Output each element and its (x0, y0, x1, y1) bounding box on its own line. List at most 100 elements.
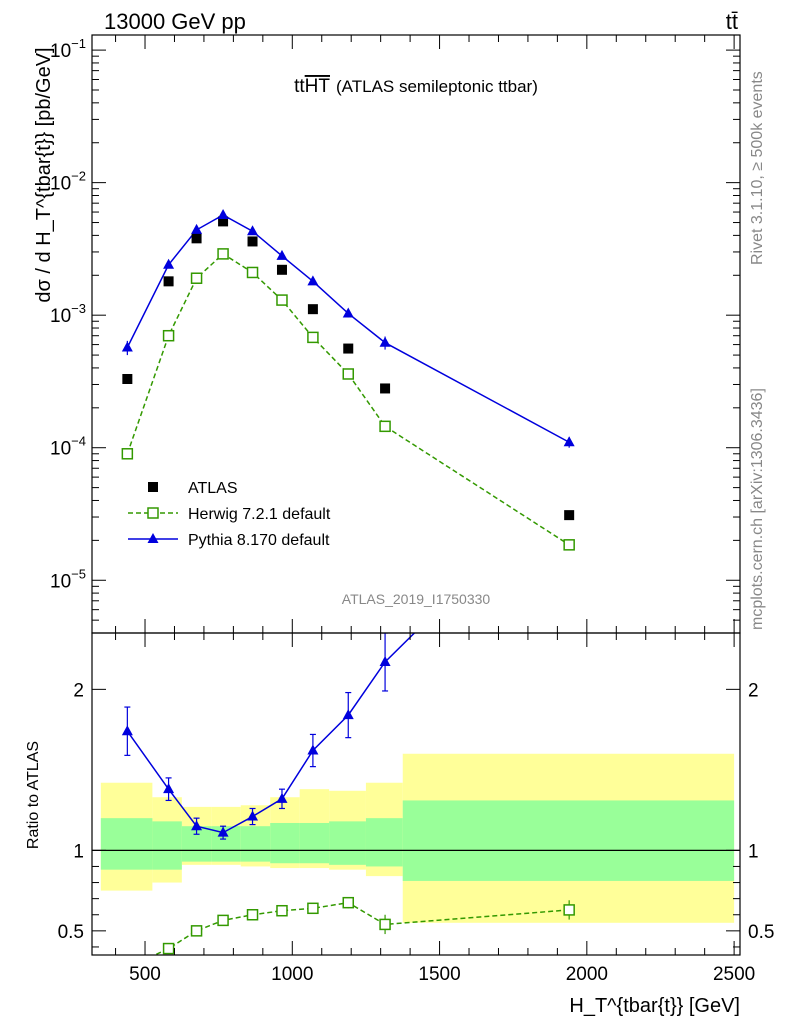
atlas-point (218, 216, 229, 227)
ratio-herwig-point (563, 904, 575, 916)
main-y-tick-label: 10−4 (50, 434, 86, 460)
ratio-herwig-point (276, 904, 288, 917)
atlas-point (307, 304, 318, 315)
ratio-plot: 500 1000 1500 2000 2500 0.5 0.5 1 1 2 2 Ratio to A… (25, 632, 774, 1017)
ratio-plot-content (92, 633, 740, 955)
herwig-point (307, 331, 319, 344)
ratio-pythia-point (217, 826, 229, 837)
ratio-pythia-point (379, 655, 391, 666)
tick-exponent: −3 (71, 301, 86, 316)
pythia-point (276, 249, 288, 260)
herwig-point (190, 272, 203, 284)
atlas-point (122, 373, 133, 384)
ratio-y-tick-label-left: 2 (73, 680, 84, 701)
ratio-herwig-point (342, 896, 355, 909)
pythia-line (126, 214, 570, 443)
main-y-tick-label: 10−5 (50, 566, 86, 592)
ratio-pythia-point (307, 744, 319, 755)
main-y-tick-label: 10−1 (50, 36, 86, 62)
herwig-point (246, 266, 259, 279)
atlas-point (163, 276, 174, 287)
ratio-series (121, 633, 575, 955)
pythia-point (163, 258, 175, 269)
x-tick-label: 2500 (713, 964, 755, 985)
title-main: tt (294, 76, 305, 97)
ratio-band-inner (100, 818, 153, 870)
main-y-label: dσ / d H_T^{tbar{t}} [pb/GeV] (33, 47, 55, 302)
ratio-band-inner (152, 821, 182, 870)
ratio-herwig-point (217, 914, 229, 927)
ratio-y-tick-label-right: 0.5 (748, 922, 774, 943)
main-plot-content (121, 208, 575, 551)
pythia-point (342, 307, 354, 318)
legend-entry-label: Pythia 8.170 default (188, 532, 330, 549)
ratio-herwig-point (246, 909, 259, 921)
x-axis-label: H_T^{tbar{t}} [GeV] (569, 995, 740, 1017)
legend-atlas-marker (148, 482, 158, 492)
ratio-y-tick-label-left: 0.5 (58, 922, 84, 943)
ratio-plot-ticks: 500 1000 1500 2000 2500 0.5 0.5 1 1 2 2 (58, 633, 774, 985)
legend-entry-label: Herwig 7.2.1 default (188, 506, 331, 523)
herwig-point (217, 248, 229, 260)
pythia-point (121, 341, 133, 352)
x-tick-label: 500 (129, 964, 161, 985)
atlas-point (380, 383, 391, 394)
x-tick-label: 1000 (271, 964, 313, 985)
ratio-band-inner (299, 822, 330, 864)
tick-mantissa: 10 (50, 174, 71, 195)
tick-mantissa: 10 (50, 306, 71, 327)
pythia-point (563, 436, 575, 447)
rivet-label: Rivet 3.1.10, ≥ 500k events (749, 71, 766, 265)
ratio-pythia-point (247, 810, 259, 821)
herwig-point (121, 448, 134, 460)
atlas-point (564, 510, 575, 521)
legend: ATLAS Herwig 7.2.1 default Pythia 8.170 de… (128, 480, 331, 549)
mcplots-label: mcplots.cern.ch [arXiv:1306.3436] (749, 388, 766, 630)
ratio-pythia-point (191, 820, 203, 831)
pythia-point (379, 336, 391, 347)
title-sub: (ATLAS semileptonic ttbar) (336, 77, 538, 96)
tick-exponent: −5 (71, 566, 86, 581)
ratio-plot-frame (91, 632, 741, 956)
ratio-herwig-point (190, 925, 203, 937)
process-label: tt̄ (726, 9, 738, 34)
pythia-point (307, 275, 319, 286)
herwig-line (126, 252, 570, 546)
legend-pythia-marker (147, 533, 159, 543)
ratio-band-inner (365, 818, 403, 867)
x-tick-label: 2000 (566, 964, 608, 985)
ratio-band-inner (240, 826, 271, 862)
x-tick-label: 1500 (418, 964, 460, 985)
pythia-point (191, 223, 203, 234)
ratio-y-label: Ratio to ATLAS (25, 741, 42, 849)
ratio-herwig-point (307, 902, 319, 915)
tick-exponent: −1 (71, 36, 86, 51)
main-plot: 10−510−410−310−210−1 ATLAS_2019_I1750330… (33, 34, 741, 634)
tick-mantissa: 10 (50, 571, 71, 592)
herwig-point (379, 420, 391, 433)
ratio-band-inner (402, 800, 735, 881)
tick-mantissa: 10 (50, 439, 71, 460)
ratio-band-inner (329, 821, 366, 865)
main-plot-title: ttHT (ATLAS semileptonic ttbar) (294, 76, 538, 97)
ratio-y-tick-label-left: 1 (73, 841, 84, 862)
tick-exponent: −2 (71, 169, 86, 184)
ratio-herwig-line (153, 901, 570, 955)
atlas-point (247, 236, 258, 247)
ratio-y-tick-label-right: 1 (748, 841, 759, 862)
ratio-y-tick-label-right: 2 (748, 680, 759, 701)
analysis-id-label: ATLAS_2019_I1750330 (342, 591, 491, 607)
herwig-point (162, 329, 175, 342)
ratio-herwig-point (379, 918, 391, 931)
ratio-pythia-point (121, 725, 133, 736)
legend-herwig-marker (147, 507, 159, 519)
ratio-pythia-point (276, 792, 288, 803)
atlas-point (276, 264, 287, 275)
main-y-tick-label: 10−2 (50, 169, 86, 195)
main-plot-ticks: 10−510−410−310−210−1 (50, 35, 740, 634)
tick-mantissa: 10 (50, 41, 71, 62)
ratio-herwig-point (162, 942, 175, 955)
atlas-point (191, 233, 202, 244)
legend-entry-label: ATLAS (188, 480, 238, 497)
